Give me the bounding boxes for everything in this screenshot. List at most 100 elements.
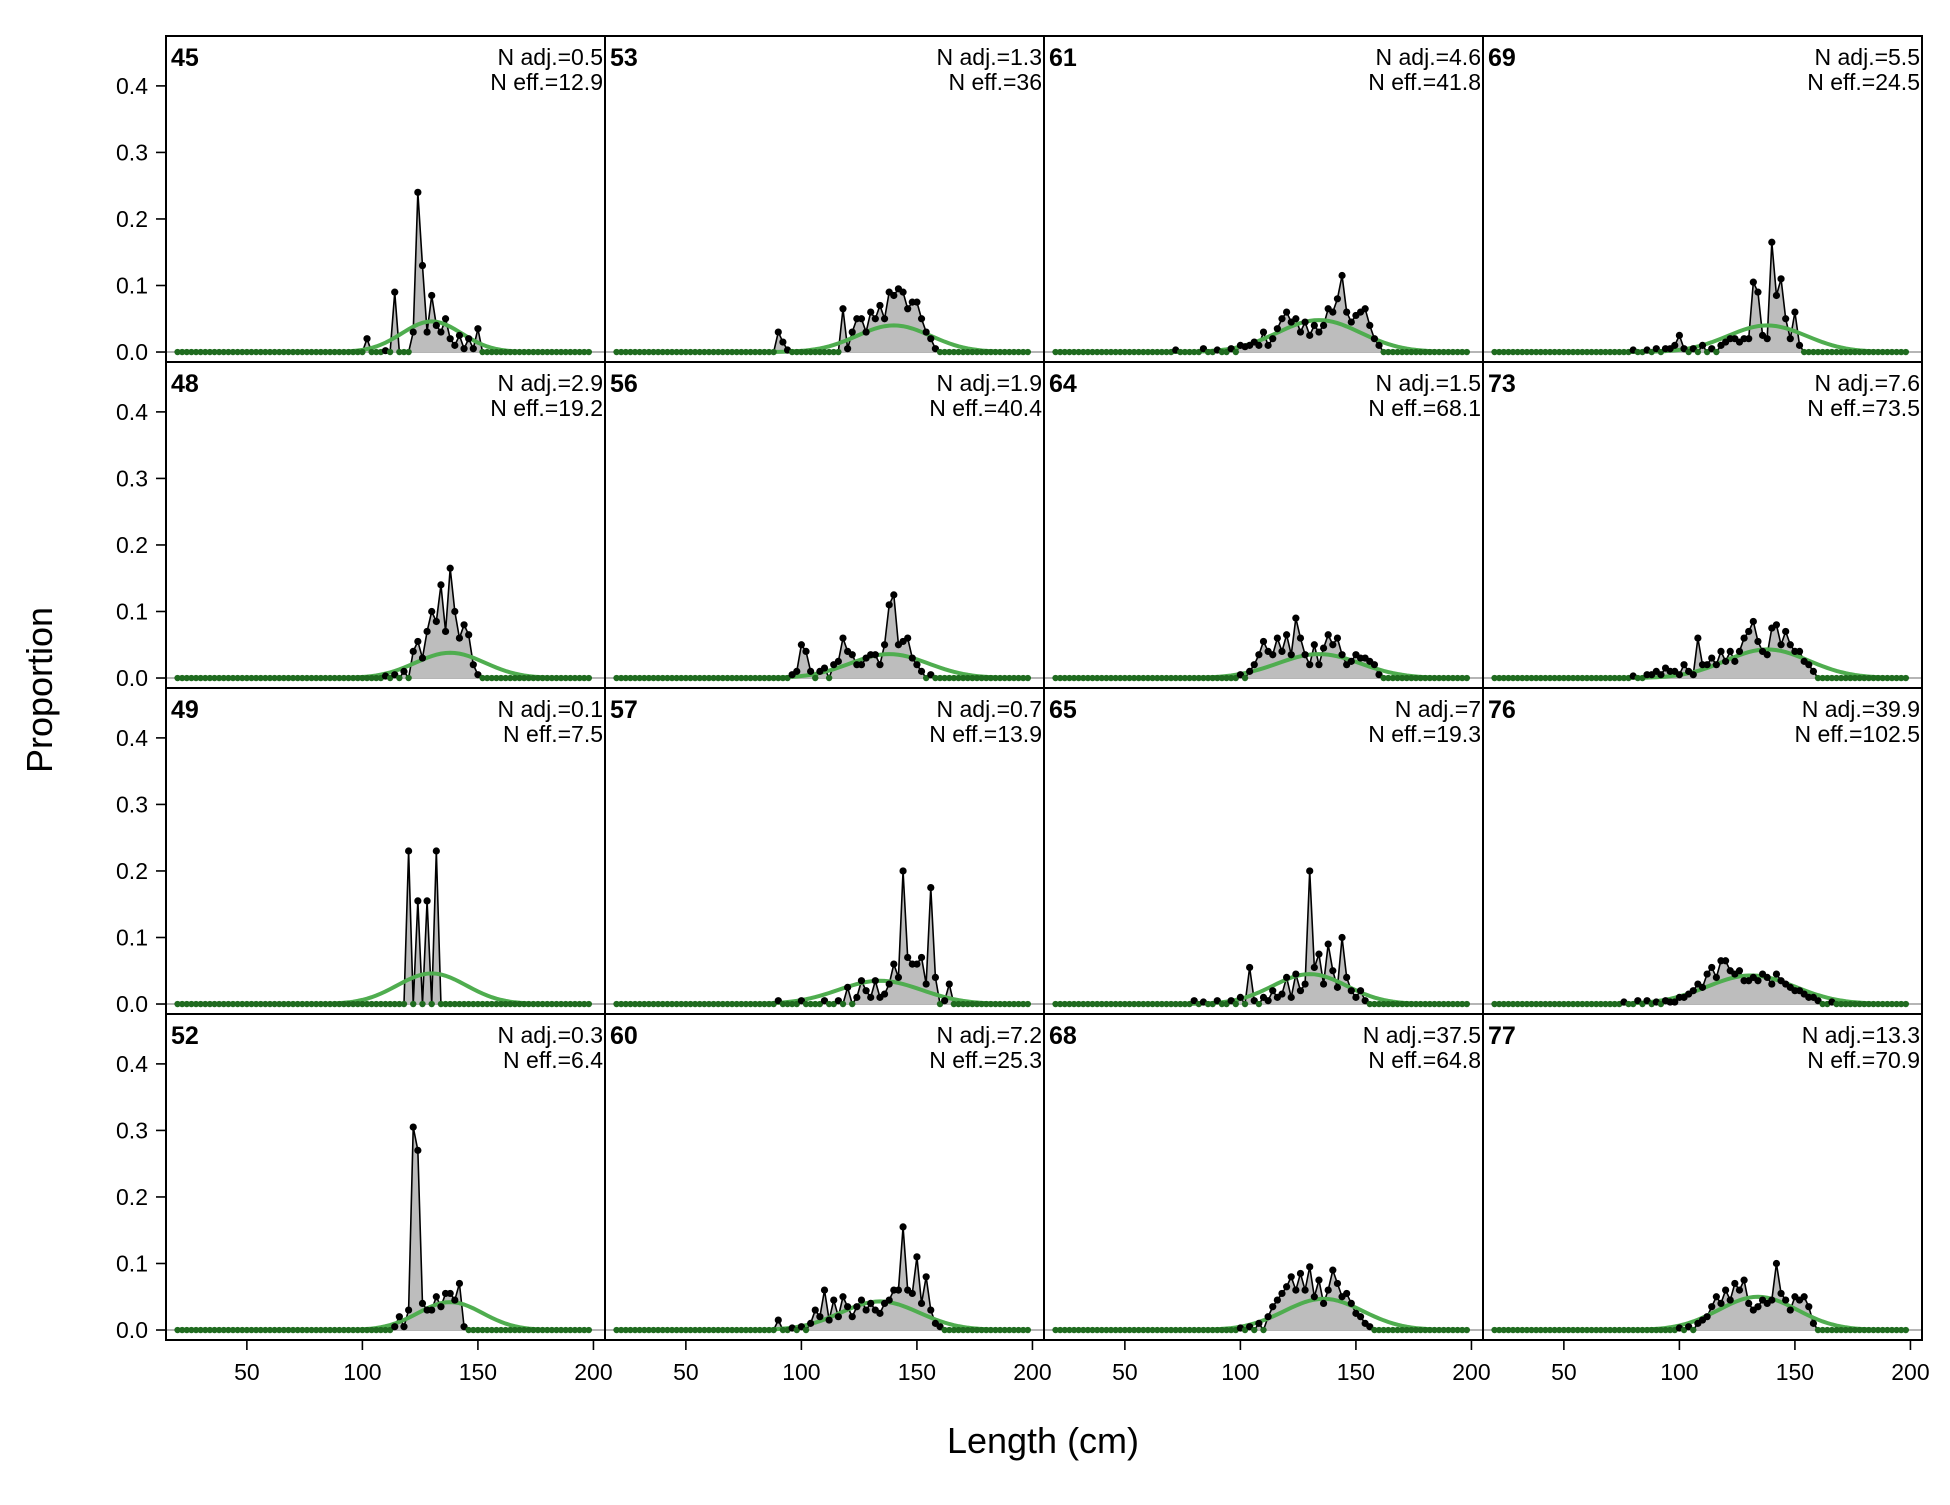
zero-point — [1870, 674, 1877, 682]
zero-point — [562, 674, 569, 682]
observed-point — [913, 1253, 921, 1261]
zero-point — [303, 1000, 311, 1008]
zero-point — [1195, 1326, 1203, 1334]
zero-point — [178, 348, 186, 356]
zero-point — [1209, 1326, 1216, 1334]
zero-point — [1075, 348, 1082, 356]
zero-point — [1495, 674, 1503, 682]
zero-point — [1135, 1000, 1142, 1008]
zero-point — [266, 1000, 274, 1008]
zero-point — [631, 674, 639, 682]
x-tick-label: 50 — [1551, 1359, 1577, 1385]
observed-point — [885, 601, 893, 609]
observed-point — [820, 1286, 829, 1294]
x-tick-label: 200 — [1452, 1359, 1490, 1385]
observed-point — [474, 325, 482, 333]
zero-point — [576, 348, 583, 356]
zero-point — [1879, 348, 1886, 356]
zero-point — [650, 1000, 657, 1008]
zero-point — [317, 674, 325, 682]
observed-point — [1685, 1323, 1693, 1331]
zero-point — [1056, 1326, 1064, 1334]
observed-point — [1301, 980, 1309, 988]
observed-point — [820, 997, 829, 1005]
zero-point — [1385, 674, 1392, 682]
zero-point — [1551, 1000, 1558, 1008]
observed-point — [1772, 970, 1781, 978]
zero-point — [340, 348, 348, 356]
observed-point — [400, 667, 408, 675]
zero-point — [1837, 674, 1845, 682]
zero-point — [520, 674, 528, 682]
zero-point — [525, 348, 532, 356]
zero-point — [280, 674, 288, 682]
zero-point — [668, 674, 676, 682]
observed-point — [1698, 983, 1707, 991]
observed-point — [446, 335, 454, 343]
n-adj-label: N adj.=7.2 — [937, 1022, 1043, 1048]
observed-point — [1315, 1276, 1323, 1284]
zero-point — [1056, 674, 1064, 682]
zero-point — [756, 1326, 764, 1334]
zero-point — [1606, 1326, 1614, 1334]
zero-point — [336, 1326, 343, 1334]
zero-point — [516, 1000, 523, 1008]
zero-point — [1861, 1000, 1868, 1008]
zero-point — [1385, 1000, 1392, 1008]
zero-point — [1218, 674, 1226, 682]
zero-point — [502, 348, 509, 356]
zero-point — [493, 348, 500, 356]
zero-point — [1140, 348, 1147, 356]
zero-point — [1112, 1326, 1119, 1334]
observed-point — [844, 983, 852, 991]
zero-point — [691, 1326, 699, 1334]
observed-point — [1306, 331, 1314, 339]
zero-point — [1569, 348, 1577, 356]
x-tick-label: 100 — [1660, 1359, 1698, 1385]
expected-line — [177, 971, 589, 1007]
zero-point — [1181, 1000, 1189, 1008]
n-adj-label: N adj.=0.1 — [498, 696, 604, 722]
zero-point — [1426, 1326, 1434, 1334]
zero-point — [1445, 1326, 1452, 1334]
zero-point — [1597, 674, 1605, 682]
observed-point — [927, 671, 935, 679]
zero-point — [1588, 1326, 1595, 1334]
zero-point — [1431, 674, 1438, 682]
zero-point — [733, 1326, 740, 1334]
zero-point — [183, 1326, 190, 1334]
observed-point — [1255, 651, 1263, 659]
zero-point — [978, 1000, 985, 1008]
zero-point — [1149, 674, 1156, 682]
zero-point — [1158, 348, 1166, 356]
zero-point — [1579, 674, 1586, 682]
zero-point — [751, 674, 759, 682]
zero-point — [1061, 674, 1068, 682]
zero-point — [964, 348, 971, 356]
zero-point — [581, 1326, 588, 1334]
y-tick-label: 0.2 — [116, 858, 148, 884]
zero-point — [576, 1000, 583, 1008]
observed-point — [862, 1306, 870, 1314]
zero-point — [215, 348, 223, 356]
zero-point — [276, 1000, 283, 1008]
zero-point — [705, 674, 713, 682]
zero-point — [992, 1326, 999, 1334]
zero-point — [705, 1326, 713, 1334]
observed-point — [1731, 657, 1739, 665]
observed-point — [1338, 933, 1346, 942]
zero-point — [1463, 1000, 1471, 1008]
zero-point — [234, 1326, 241, 1334]
zero-point — [1847, 674, 1854, 682]
zero-point — [1602, 348, 1609, 356]
zero-point — [959, 674, 967, 682]
zero-point — [1449, 674, 1457, 682]
zero-point — [1620, 348, 1628, 356]
zero-point — [1565, 674, 1572, 682]
zero-point — [1491, 348, 1498, 356]
observed-point — [1786, 641, 1794, 649]
observed-point — [936, 1323, 944, 1331]
observed-point — [1689, 987, 1697, 995]
zero-point — [502, 674, 509, 682]
zero-point — [719, 1326, 727, 1334]
